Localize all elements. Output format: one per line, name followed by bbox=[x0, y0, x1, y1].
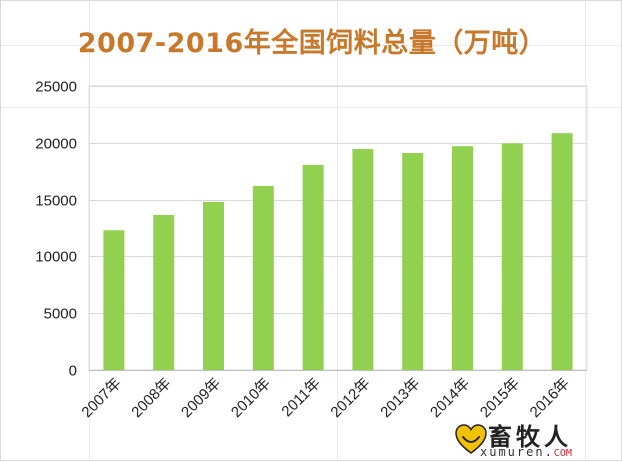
bar-2009年 bbox=[203, 201, 224, 370]
heart-logo-icon bbox=[455, 424, 487, 454]
chart-title: 2007-2016年全国饲料总量（万吨） bbox=[77, 28, 547, 59]
x-tick-label: 2014年 bbox=[427, 375, 473, 421]
x-tick-label: 2015年 bbox=[477, 375, 523, 421]
y-tick-label: 20000 bbox=[35, 136, 77, 153]
y-tick-label: 25000 bbox=[35, 79, 77, 96]
bar-2015年 bbox=[501, 143, 523, 370]
bar-2011年 bbox=[302, 164, 324, 370]
bar-2008年 bbox=[153, 214, 175, 370]
x-tick-label: 2008年 bbox=[128, 375, 174, 421]
x-tick-label: 2013年 bbox=[377, 375, 423, 421]
sheet-gridline bbox=[337, 1, 338, 460]
y-tick-label: 10000 bbox=[35, 249, 77, 266]
sheet-gridline bbox=[1, 107, 621, 108]
y-tick-label: 0 bbox=[69, 363, 77, 380]
bar-2016年 bbox=[551, 133, 573, 370]
sheet-gridline bbox=[1, 45, 621, 46]
bar-2012年 bbox=[352, 149, 374, 370]
x-tick-label: 2009年 bbox=[178, 375, 224, 421]
x-tick-label: 2011年 bbox=[278, 375, 323, 420]
sheet-gridline bbox=[585, 1, 586, 460]
watermark-url-tld: COM bbox=[553, 448, 572, 459]
x-tick-label: 2012年 bbox=[328, 375, 374, 421]
y-tick-label: 15000 bbox=[35, 193, 77, 210]
bar-2014年 bbox=[452, 146, 473, 370]
watermark-url: xumuren.COM bbox=[480, 445, 572, 459]
bar-2013年 bbox=[402, 153, 424, 370]
watermark-url-main: xumuren. bbox=[480, 445, 554, 459]
x-tick-label: 2010年 bbox=[228, 375, 274, 421]
bar-2007年 bbox=[103, 230, 125, 370]
watermark: 畜牧人 xumuren.COM bbox=[452, 417, 620, 461]
y-tick-label: 5000 bbox=[44, 306, 77, 323]
bar-2010年 bbox=[252, 185, 274, 370]
x-tick-label: 2016年 bbox=[527, 375, 573, 421]
watermark-name: 畜牧人 bbox=[488, 423, 572, 451]
x-tick-label: 2007年 bbox=[79, 375, 125, 421]
